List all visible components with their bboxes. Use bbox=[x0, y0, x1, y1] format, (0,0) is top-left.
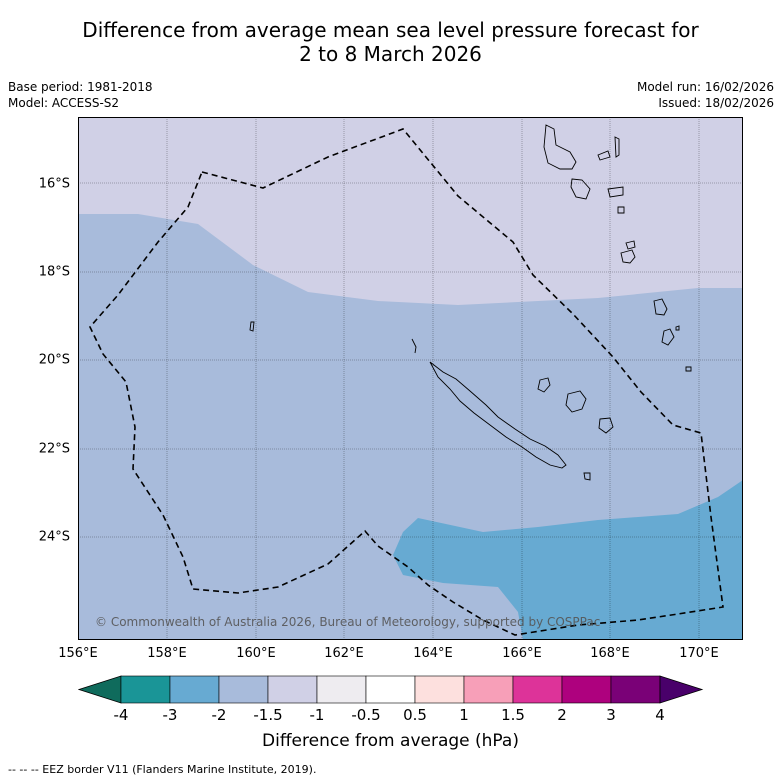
lat-label-20s: 20°S bbox=[38, 352, 70, 368]
lifou-island bbox=[565, 390, 587, 413]
colorbar-cell bbox=[414, 675, 465, 704]
meta-left: Base period: 1981-2018 Model: ACCESS-S2 bbox=[8, 79, 153, 111]
colorbar-label: 3 bbox=[606, 706, 616, 724]
lat-label-16s: 16°S bbox=[38, 176, 70, 192]
new-caledonia-island bbox=[429, 361, 567, 469]
colorbar-cell bbox=[512, 675, 563, 704]
eez-border bbox=[89, 128, 724, 636]
tanna bbox=[653, 298, 668, 316]
colorbar-low-extend bbox=[78, 675, 122, 704]
colorbar-label: 1.5 bbox=[501, 706, 525, 724]
erromango bbox=[620, 249, 636, 264]
pressure-band-minus3 bbox=[393, 480, 743, 640]
chart-title: Difference from average mean sea level p… bbox=[0, 18, 781, 66]
aneityum bbox=[661, 328, 675, 346]
map-panel: © Commonwealth of Australia 2026, Bureau… bbox=[78, 117, 743, 640]
colorbar-cell bbox=[267, 675, 318, 704]
model-run: Model run: 16/02/2026 bbox=[636, 80, 774, 94]
lon-label-170e: 170°E bbox=[679, 646, 719, 661]
eez-footnote: -- -- -- EEZ border V11 (Flanders Marine… bbox=[8, 763, 317, 776]
title-line-2: 2 to 8 March 2026 bbox=[299, 42, 482, 66]
graticule bbox=[78, 117, 743, 640]
ouvea-island bbox=[537, 377, 551, 393]
colorbar-cell bbox=[610, 675, 661, 704]
colorbar bbox=[78, 675, 704, 704]
colorbar-cell bbox=[561, 675, 612, 704]
lon-label-168e: 168°E bbox=[590, 646, 630, 661]
belep-islands bbox=[411, 338, 417, 354]
colorbar-cell bbox=[365, 675, 416, 704]
lon-label-166e: 166°E bbox=[502, 646, 542, 661]
pentecost bbox=[597, 150, 611, 161]
malekula bbox=[570, 178, 591, 200]
colorbar-label: -1 bbox=[309, 706, 325, 724]
maewo bbox=[614, 136, 620, 158]
map-frame bbox=[78, 117, 743, 640]
colorbar-cell bbox=[463, 675, 514, 704]
base-period: Base period: 1981-2018 bbox=[8, 80, 153, 94]
lon-label-162e: 162°E bbox=[324, 646, 364, 661]
colorbar-cell bbox=[120, 675, 171, 704]
hunter-island bbox=[685, 366, 692, 372]
lon-label-158e: 158°E bbox=[147, 646, 187, 661]
espiritu-santo bbox=[543, 124, 577, 170]
colorbar-cells bbox=[120, 675, 661, 704]
model-name: Model: ACCESS-S2 bbox=[8, 96, 120, 110]
colorbar-label: -4 bbox=[113, 706, 129, 724]
colorbar-label: -3 bbox=[162, 706, 178, 724]
colorbar-label: 0.5 bbox=[403, 706, 427, 724]
ambrym bbox=[607, 186, 624, 198]
colorbar-label: 4 bbox=[655, 706, 665, 724]
lon-label-156e: 156°E bbox=[58, 646, 98, 661]
lat-label-18s: 18°S bbox=[38, 264, 70, 280]
colorbar-label: 1 bbox=[459, 706, 469, 724]
colorbar-cell bbox=[316, 675, 367, 704]
futuna-island bbox=[675, 325, 680, 331]
colorbar-cell bbox=[218, 675, 269, 704]
colorbar-label: -0.5 bbox=[351, 706, 381, 724]
title-line-1: Difference from average mean sea level p… bbox=[82, 18, 699, 42]
colorbar-label: -1.5 bbox=[253, 706, 283, 724]
colorbar-label: 2 bbox=[557, 706, 567, 724]
colorbar-title: Difference from average (hPa) bbox=[262, 731, 519, 751]
colorbar-high-extend bbox=[659, 675, 704, 704]
lon-label-160e: 160°E bbox=[236, 646, 276, 661]
lon-label-164e: 164°E bbox=[413, 646, 453, 661]
isle-of-pines bbox=[583, 472, 591, 481]
chesterfield-reef bbox=[249, 321, 255, 332]
lat-label-22s: 22°S bbox=[38, 441, 70, 457]
pressure-band-minus1-5 bbox=[78, 117, 743, 305]
lat-label-24s: 24°S bbox=[38, 529, 70, 545]
epi-island bbox=[617, 206, 625, 214]
colorbar-label: -2 bbox=[211, 706, 227, 724]
efate bbox=[625, 240, 636, 250]
mare-island bbox=[598, 417, 614, 434]
issued-date: Issued: 18/02/2026 bbox=[658, 96, 774, 110]
colorbar-cell bbox=[169, 675, 220, 704]
copyright-text: © Commonwealth of Australia 2026, Bureau… bbox=[95, 615, 600, 629]
meta-right: Model run: 16/02/2026 Issued: 18/02/2026 bbox=[637, 79, 774, 111]
